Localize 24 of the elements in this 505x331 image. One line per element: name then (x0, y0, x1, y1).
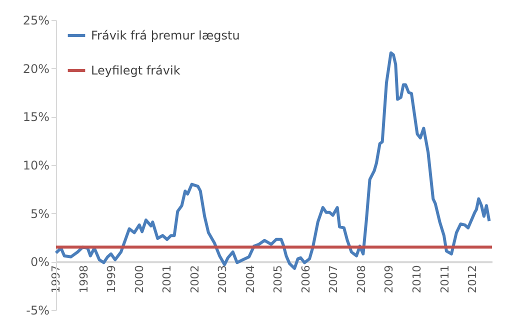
x-tick-label: 2002 (188, 265, 202, 294)
y-tick-label: 5% (30, 206, 50, 221)
x-tick-label: 2005 (272, 265, 285, 294)
y-tick-label: 15% (22, 110, 50, 124)
x-tick-label: 2009 (382, 265, 396, 294)
y-tick-label: 0% (30, 255, 50, 270)
x-tick-label: 2004 (244, 265, 257, 294)
x-tick-label: 2011 (438, 265, 452, 294)
x-tick-label: 2012 (466, 265, 480, 294)
x-tick-label: 1998 (77, 265, 90, 294)
x-tick-label: 2008 (354, 265, 368, 294)
y-tick-label: 20% (22, 62, 50, 76)
legend-label: Leyfilegt frávik (91, 64, 180, 78)
x-tick-label: 2001 (160, 265, 174, 294)
x-tick-label: 2003 (216, 265, 230, 294)
x-tick-label: 2007 (327, 265, 340, 294)
legend-label: Frávik frá þremur lægstu (91, 28, 240, 42)
x-tick-label: 2000 (132, 265, 146, 294)
x-tick-label: 1999 (105, 265, 118, 294)
y-tick-label: 25% (22, 14, 50, 28)
y-tick-label: 10% (22, 158, 50, 172)
x-tick-label: 2006 (299, 265, 312, 294)
y-tick-label: -5% (26, 304, 50, 318)
x-tick-label: 2010 (410, 265, 424, 294)
